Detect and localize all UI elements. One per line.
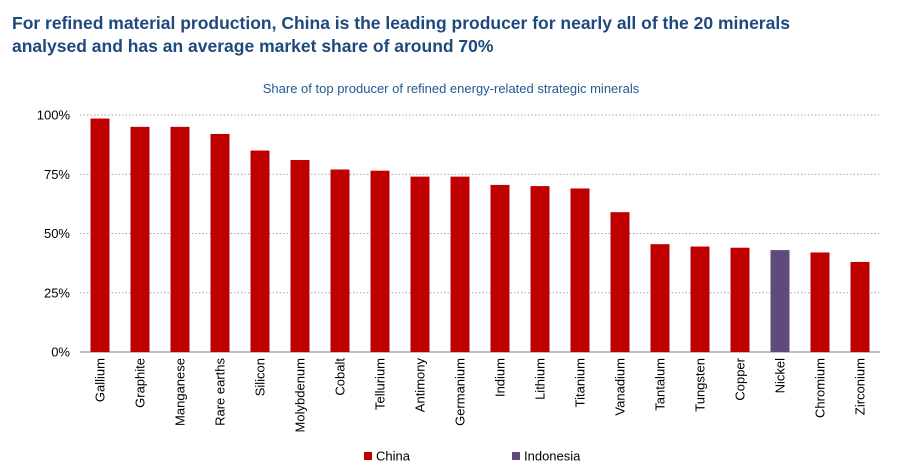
x-tick-label: Chromium — [813, 358, 828, 418]
x-tick-label: Tungsten — [693, 358, 708, 412]
x-tick-label: Copper — [733, 357, 748, 400]
x-tick-label: Indium — [493, 358, 508, 397]
legend: China Indonesia — [364, 449, 581, 464]
y-tick-label: 75% — [44, 167, 70, 182]
bar-lithium — [530, 186, 550, 352]
x-tick-label: Antimony — [413, 358, 428, 413]
gridlines — [80, 114, 880, 353]
bar-nickel — [770, 250, 790, 352]
bar-tantalum — [650, 244, 670, 352]
x-axis-labels: Gallium Graphite Manganese Rare earths Silic… — [93, 357, 868, 432]
legend-item-china: China — [364, 449, 411, 464]
page-title: For refined material production, China i… — [12, 12, 892, 58]
bar-manganese — [170, 126, 190, 352]
bar-copper — [730, 247, 750, 352]
x-tick-label: Germanium — [453, 358, 468, 426]
x-tick-label: Tantalum — [653, 358, 668, 411]
x-tick-label: Zirconium — [853, 358, 868, 415]
chart-subtitle: Share of top producer of refined energy-… — [263, 81, 640, 96]
x-tick-label: Molybdenum — [293, 358, 308, 432]
bar-rare-earths — [210, 133, 230, 352]
bar-graphite — [130, 126, 150, 352]
page-title-line-1: For refined material production, China i… — [12, 13, 790, 33]
y-tick-label: 50% — [44, 226, 70, 241]
bar-indium — [490, 184, 510, 352]
x-tick-label: Gallium — [93, 358, 108, 402]
y-tick-label: 25% — [44, 285, 70, 300]
bar-germanium — [450, 176, 470, 352]
bar-antimony — [410, 176, 430, 352]
page-title-line-2: analysed and has an average market share… — [12, 36, 494, 56]
x-tick-label: Vanadium — [613, 358, 628, 416]
bar-silicon — [250, 150, 270, 352]
x-tick-label: Lithium — [533, 358, 548, 400]
bar-gallium — [90, 118, 110, 353]
x-tick-label: Titanium — [573, 358, 588, 407]
legend-swatch — [512, 452, 520, 460]
x-tick-label: Nickel — [773, 358, 788, 394]
bar-zirconium — [850, 261, 870, 352]
legend-label: China — [376, 449, 411, 464]
bar-tellurium — [370, 170, 390, 352]
x-tick-label: Rare earths — [213, 358, 228, 426]
x-tick-label: Tellurium — [373, 358, 388, 410]
x-tick-label: Graphite — [133, 358, 148, 408]
bar-titanium — [570, 188, 590, 352]
legend-item-indonesia: Indonesia — [512, 449, 581, 464]
bar-molybdenum — [290, 160, 310, 352]
legend-swatch — [364, 452, 372, 460]
x-tick-label: Silicon — [253, 358, 268, 396]
bar-chromium — [810, 252, 830, 352]
legend-label: Indonesia — [524, 449, 581, 464]
x-tick-label: Cobalt — [333, 358, 348, 396]
y-tick-label: 100% — [37, 108, 71, 123]
x-tick-label: Manganese — [173, 358, 188, 426]
bar-vanadium — [610, 212, 630, 352]
bar-cobalt — [330, 169, 350, 352]
y-tick-label: 0% — [51, 345, 70, 360]
bar-tungsten — [690, 246, 710, 352]
y-axis-ticks: 0% 25% 50% 75% 100% — [37, 108, 71, 360]
bars — [90, 118, 870, 353]
